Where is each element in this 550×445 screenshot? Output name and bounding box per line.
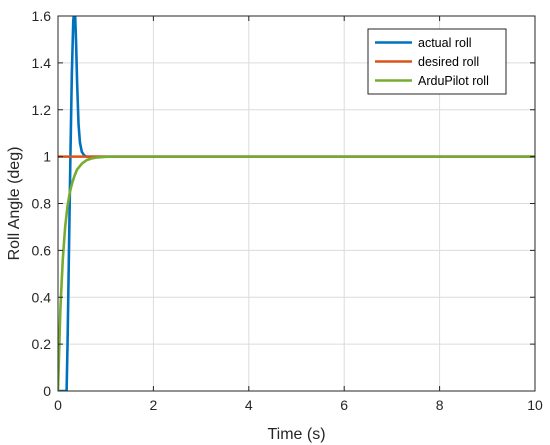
ticks: 0 2 4 6 8 10 0 0.2 0.4 0.6 0.8 1 1.2 1.4 1.6 bbox=[32, 8, 543, 413]
legend-label-desired-roll: desired roll bbox=[418, 55, 479, 69]
y-axis-label: Roll Angle (deg) bbox=[6, 147, 23, 261]
legend-label-actual-roll: actual roll bbox=[418, 36, 472, 50]
y-tick-label: 0.6 bbox=[32, 242, 52, 258]
x-tick-label: 6 bbox=[340, 397, 348, 413]
legend-label-ardupilot-roll: ArduPilot roll bbox=[418, 74, 489, 88]
series-layer bbox=[58, 16, 535, 391]
y-tick-label: 1 bbox=[43, 149, 51, 165]
y-tick-label: 1.2 bbox=[32, 102, 52, 118]
series-line-ardupilot-roll bbox=[58, 155, 535, 391]
y-tick-label: 1.6 bbox=[32, 8, 52, 24]
y-tick-label: 0 bbox=[43, 383, 51, 399]
legend: actual roll desired roll ArduPilot roll bbox=[367, 28, 507, 95]
x-tick-label: 10 bbox=[527, 397, 543, 413]
y-tick-label: 0.8 bbox=[32, 196, 52, 212]
y-tick-label: 0.4 bbox=[32, 289, 52, 305]
x-tick-label: 0 bbox=[54, 397, 62, 413]
y-tick-label: 1.4 bbox=[32, 55, 52, 71]
x-axis-label: Time (s) bbox=[267, 426, 325, 443]
x-tick-label: 4 bbox=[245, 397, 253, 413]
y-tick-label: 0.2 bbox=[32, 336, 52, 352]
x-tick-label: 8 bbox=[436, 397, 444, 413]
x-tick-label: 2 bbox=[150, 397, 158, 413]
